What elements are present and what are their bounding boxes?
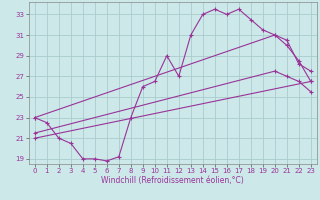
- X-axis label: Windchill (Refroidissement éolien,°C): Windchill (Refroidissement éolien,°C): [101, 176, 244, 185]
